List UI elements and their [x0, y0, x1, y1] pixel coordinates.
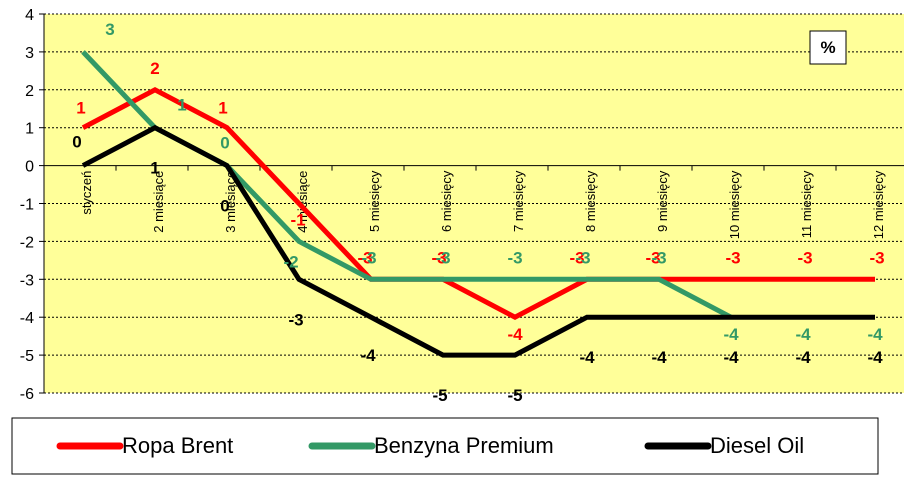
- data-label: -5: [507, 386, 522, 405]
- data-label: -4: [867, 348, 883, 367]
- data-label: -4: [723, 348, 739, 367]
- data-label: -3: [569, 248, 584, 267]
- category-label: 9 miesięcy: [655, 170, 670, 232]
- data-label: 0: [220, 197, 229, 216]
- series-line-diesel-oil: [81, 124, 875, 358]
- category-label: 5 miesięcy: [367, 170, 382, 232]
- category-label: 2 miesiące: [151, 171, 166, 233]
- unit-box-label: %: [820, 38, 835, 57]
- data-label: -3: [361, 248, 376, 267]
- data-label: -4: [360, 346, 376, 365]
- y-tick-label: 3: [25, 45, 34, 62]
- category-label: 11 miesięcy: [799, 170, 814, 238]
- category-label: 6 miesięcy: [439, 170, 454, 232]
- y-tick-label: -4: [20, 310, 34, 327]
- data-label: 2: [150, 59, 159, 78]
- legend-label: Ropa Brent: [122, 433, 233, 458]
- category-label: 4 miesiące: [295, 171, 310, 233]
- data-label: 1: [218, 99, 227, 118]
- y-tick-label: 1: [25, 121, 34, 138]
- data-label: -2: [283, 252, 298, 271]
- data-label: -3: [435, 248, 450, 267]
- category-label: 8 miesięcy: [583, 170, 598, 232]
- series-line-ropa-brent: [81, 86, 875, 321]
- data-label: -4: [651, 348, 667, 367]
- y-tick-label: 2: [25, 83, 34, 100]
- data-label: -3: [288, 310, 303, 329]
- data-label: -3: [645, 248, 660, 267]
- data-label: -4: [795, 348, 811, 367]
- y-tick-label: -3: [20, 272, 34, 289]
- series: [81, 50, 875, 358]
- data-label: -3: [507, 248, 522, 267]
- legend-label: Diesel Oil: [710, 433, 804, 458]
- y-tick-label: -1: [20, 197, 34, 214]
- legend-label: Benzyna Premium: [374, 433, 554, 458]
- data-label: -3: [575, 248, 590, 267]
- data-label: -3: [797, 248, 812, 267]
- y-tick-label: 4: [25, 7, 34, 24]
- data-label: -1: [290, 211, 305, 230]
- data-label: 1: [76, 99, 85, 118]
- data-label: -3: [651, 248, 666, 267]
- legend: Ropa Brent Benzyna Premium Diesel Oil: [11, 417, 879, 475]
- y-tick-label: -5: [20, 348, 34, 365]
- x-axis: styczeń 2 miesiące 3 miesiące 4 miesiące 5 m…: [79, 165, 886, 239]
- y-tick-label: -6: [20, 386, 34, 403]
- data-label: 1: [150, 159, 159, 178]
- data-label: -4: [579, 348, 595, 367]
- data-label: 0: [72, 133, 81, 152]
- data-label: -4: [723, 325, 739, 344]
- data-label: -4: [867, 325, 883, 344]
- data-label: -4: [507, 325, 523, 344]
- category-label: 12 miesięcy: [871, 170, 886, 239]
- data-label: 1: [177, 96, 186, 115]
- data-label: -4: [795, 325, 811, 344]
- y-tick-label: -2: [20, 234, 34, 251]
- category-label: 7 miesięcy: [511, 170, 526, 232]
- data-label: -5: [432, 386, 447, 405]
- category-label: 10 miesięcy: [727, 170, 742, 239]
- data-label: 0: [220, 134, 229, 153]
- data-label: -3: [869, 248, 884, 267]
- data-label: 3: [105, 20, 114, 39]
- category-label: styczeń: [79, 171, 94, 215]
- data-label: -3: [431, 248, 446, 267]
- category-label: 3 miesiące: [223, 171, 238, 233]
- y-axis: 4 3 2 1 0 -1 -2 -3 -4 -5 -6: [20, 7, 44, 403]
- data-label: -3: [357, 248, 372, 267]
- data-label: -3: [725, 248, 740, 267]
- y-tick-label: 0: [25, 159, 34, 176]
- unit-box: %: [809, 30, 847, 65]
